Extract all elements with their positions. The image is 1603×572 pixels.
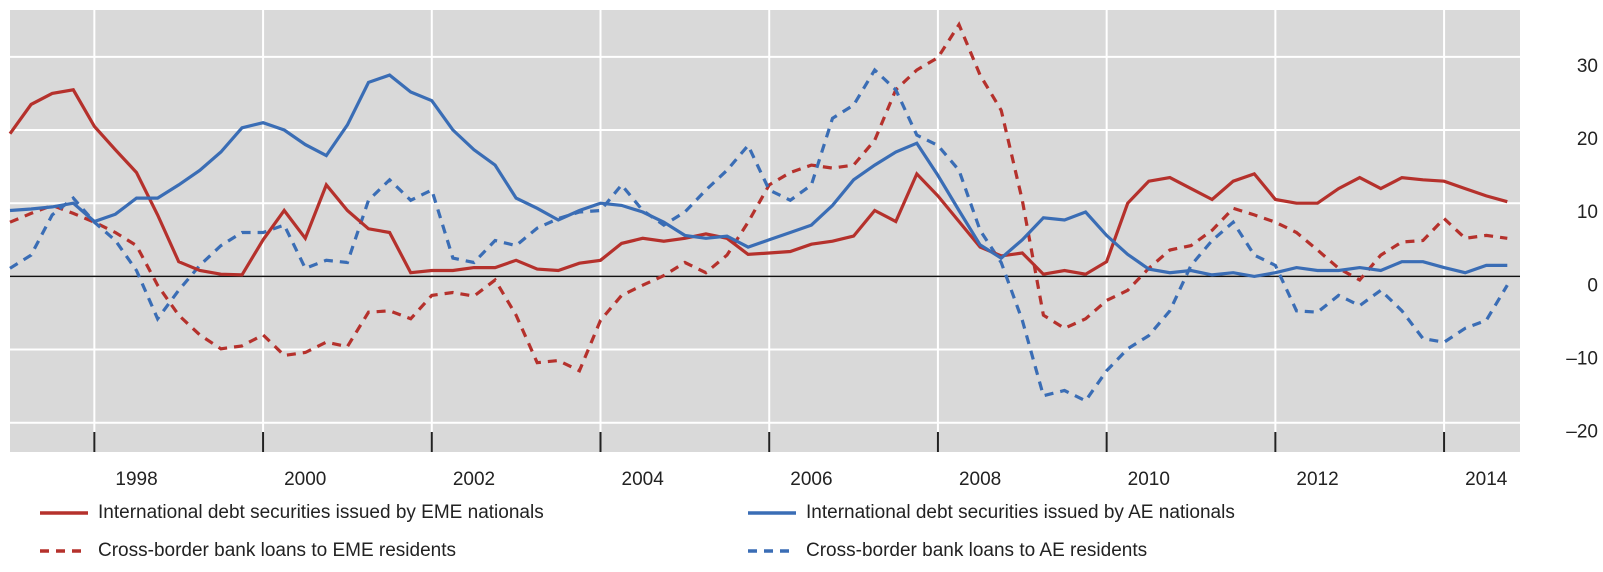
x-tick-label: 2006 — [790, 469, 832, 490]
y-tick-label: –20 — [1566, 422, 1598, 443]
legend-label: International debt securities issued by … — [98, 502, 544, 523]
legend-label: Cross-border bank loans to EME residents — [98, 540, 456, 561]
y-tick-label: 0 — [1587, 275, 1598, 296]
series-line — [9, 73, 1508, 279]
series-line — [8, 88, 1508, 277]
x-tick-label: 1998 — [115, 469, 157, 490]
legend-label: Cross-border bank loans to AE residents — [806, 540, 1147, 561]
y-tick-label: 30 — [1577, 56, 1598, 77]
y-tick-label: 20 — [1577, 129, 1598, 150]
series-line — [9, 21, 1508, 373]
x-tick-label: 2012 — [1296, 469, 1338, 490]
x-tick-label: 2014 — [1465, 469, 1508, 490]
x-tick-label: 2008 — [959, 469, 1001, 490]
y-tick-label: –10 — [1566, 349, 1598, 370]
x-tick-label: 2004 — [622, 469, 665, 490]
series-line — [9, 67, 1509, 403]
y-tick-label: 10 — [1577, 202, 1598, 223]
x-tick-label: 2000 — [284, 469, 326, 490]
legend-label: International debt securities issued by … — [806, 502, 1235, 523]
x-tick-label: 2002 — [453, 469, 495, 490]
x-tick-label: 2010 — [1128, 469, 1170, 490]
